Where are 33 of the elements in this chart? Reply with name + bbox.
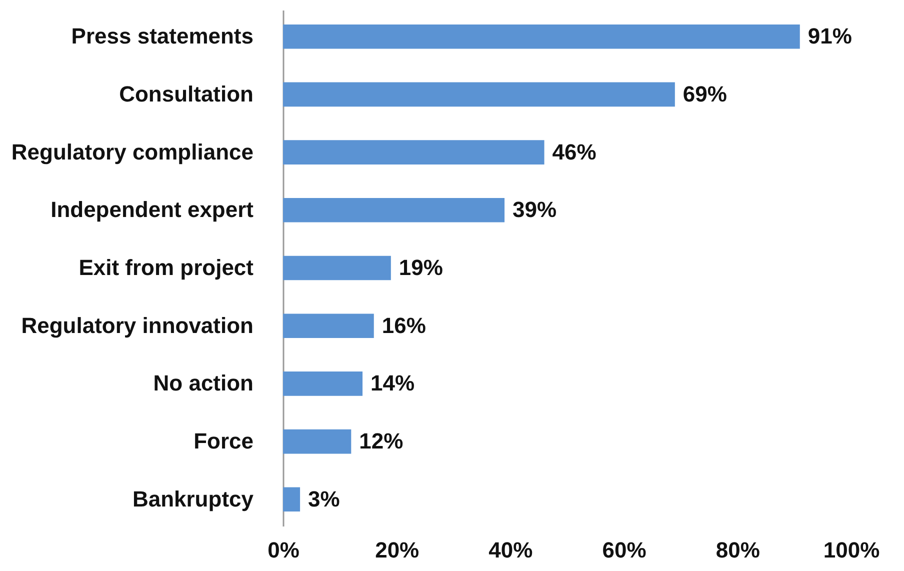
bar — [283, 487, 300, 512]
data-label: 12% — [359, 428, 404, 454]
y-tick-label: Force — [194, 428, 254, 454]
y-tick-label: Press statements — [71, 24, 254, 49]
data-label: 19% — [398, 255, 443, 280]
y-tick-label: Exit from project — [78, 255, 254, 280]
bar — [283, 314, 374, 338]
data-label: 46% — [552, 139, 596, 164]
x-tick-label: 60% — [602, 538, 646, 562]
data-label: 39% — [512, 197, 557, 222]
y-tick-label: Bankruptcy — [132, 486, 254, 512]
bar — [283, 429, 352, 454]
bar — [283, 372, 363, 396]
y-tick-label: Regulatory innovation — [21, 312, 254, 338]
x-tick-label: 100% — [823, 538, 880, 562]
y-tick-label: Consultation — [119, 81, 254, 106]
x-tick-label: 0% — [268, 538, 300, 562]
bar — [283, 256, 391, 280]
y-tick-label: No action — [153, 370, 254, 396]
x-tick-label: 20% — [375, 538, 420, 562]
data-label: 69% — [682, 81, 727, 106]
bar — [283, 198, 505, 222]
y-tick-label: Regulatory compliance — [11, 139, 254, 164]
data-label: 14% — [370, 370, 415, 396]
bar — [283, 24, 800, 49]
bar — [283, 82, 675, 107]
data-label: 3% — [308, 486, 340, 512]
data-label: 91% — [808, 24, 852, 49]
x-tick-label: 80% — [716, 538, 760, 562]
x-tick-label: 40% — [488, 538, 533, 562]
data-label: 16% — [382, 312, 426, 338]
y-tick-label: Independent expert — [50, 197, 254, 222]
bar — [283, 140, 544, 164]
